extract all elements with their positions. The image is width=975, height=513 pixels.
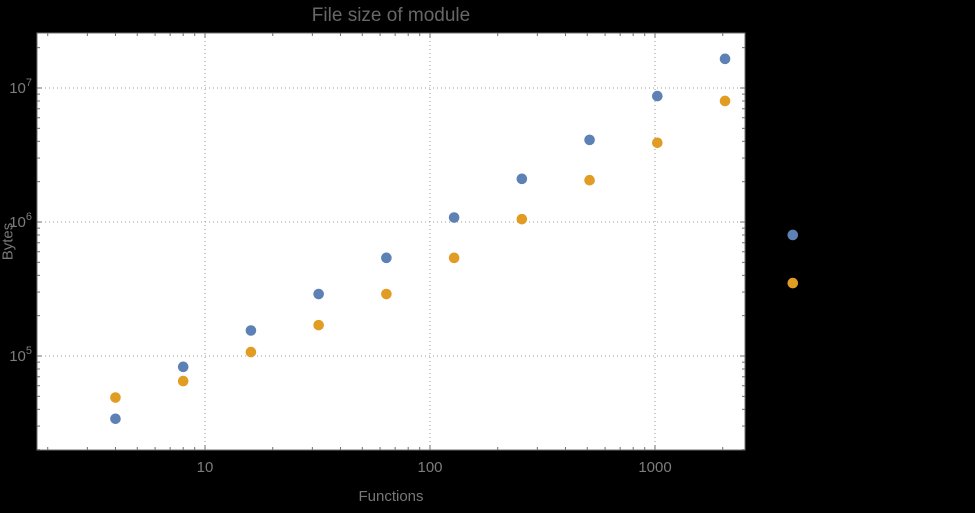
data-point-series-blue <box>381 252 392 264</box>
data-point-series-blue <box>516 173 528 185</box>
data-point-series-orange <box>177 375 189 387</box>
y-tick-label: 107 <box>9 77 32 97</box>
data-point-series-orange <box>787 277 799 289</box>
data-point-series-orange <box>110 392 121 403</box>
x-tick-label: 100 <box>417 459 442 476</box>
chart-title: File size of module <box>311 5 471 26</box>
data-point-series-orange <box>313 319 324 331</box>
data-point-series-blue <box>313 288 324 300</box>
x-tick-label: 1000 <box>638 459 671 476</box>
y-tick-label: 105 <box>9 345 32 365</box>
data-point-series-blue <box>110 413 121 425</box>
data-point-series-orange <box>584 174 595 186</box>
data-point-series-orange <box>381 288 392 300</box>
data-point-series-orange <box>448 252 460 264</box>
data-point-series-orange <box>516 213 528 225</box>
data-point-series-orange <box>719 95 731 107</box>
data-point-series-blue <box>448 212 460 223</box>
data-point-series-blue <box>177 361 189 373</box>
data-point-series-blue <box>787 229 799 241</box>
x-tick-label: 10 <box>197 459 214 476</box>
plot-area <box>37 33 745 450</box>
data-point-series-blue <box>584 134 595 146</box>
data-point-series-blue <box>719 53 731 65</box>
data-point-series-orange <box>245 346 257 358</box>
data-point-series-orange <box>652 137 663 149</box>
data-point-series-blue <box>652 90 663 102</box>
plot-frame <box>36 32 746 451</box>
data-point-series-blue <box>245 325 257 336</box>
x-axis-label: Functions <box>358 488 424 505</box>
y-tick-label: 106 <box>9 211 32 231</box>
